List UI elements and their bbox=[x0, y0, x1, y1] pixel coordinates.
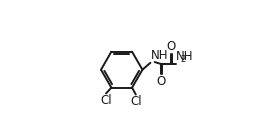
Text: NH: NH bbox=[176, 50, 194, 63]
Text: O: O bbox=[166, 40, 176, 53]
Text: 2: 2 bbox=[181, 55, 186, 64]
Text: NH: NH bbox=[151, 49, 168, 63]
Text: O: O bbox=[156, 75, 165, 88]
Text: Cl: Cl bbox=[130, 95, 142, 108]
Text: Cl: Cl bbox=[100, 94, 112, 107]
